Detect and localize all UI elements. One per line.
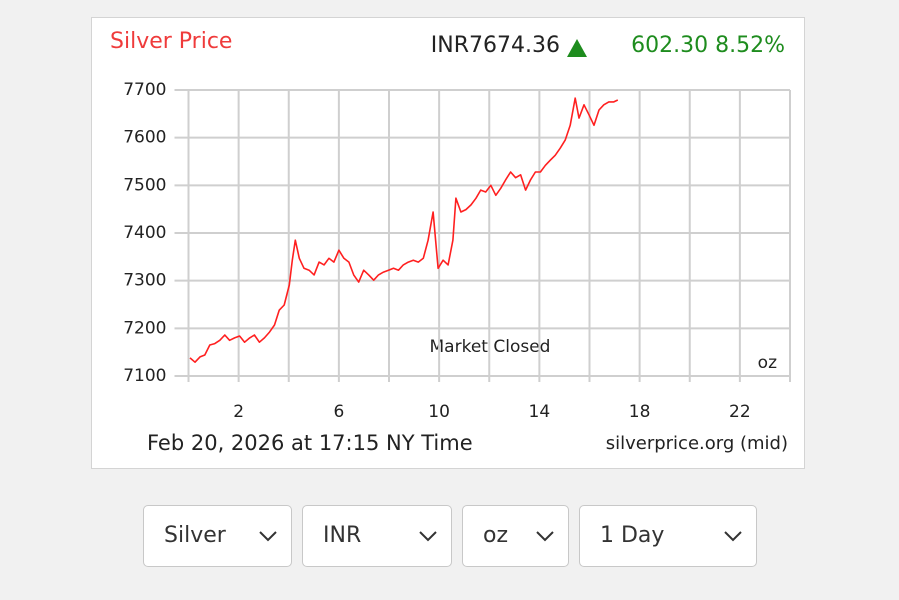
- y-tick-label: 7400: [123, 223, 166, 243]
- currency-select[interactable]: INR: [302, 505, 452, 567]
- source: silverprice.org (mid): [606, 433, 788, 454]
- select-value: 1 Day: [600, 523, 665, 548]
- select-value: INR: [323, 523, 362, 548]
- metal-select[interactable]: Silver: [143, 505, 292, 567]
- price-line: [189, 97, 619, 363]
- x-tick-label: 18: [629, 402, 651, 422]
- period-select[interactable]: 1 Day: [579, 505, 757, 567]
- x-tick-label: 14: [529, 402, 551, 422]
- timestamp: Feb 20, 2026 at 17:15 NY Time: [147, 431, 473, 455]
- up-arrow: [567, 39, 587, 57]
- change-pct: 8.52%: [715, 33, 785, 58]
- y-tick-label: 7100: [123, 366, 166, 386]
- change: 602.30 8.52%: [631, 33, 785, 58]
- unit-select[interactable]: oz: [462, 505, 569, 567]
- x-tick-label: 10: [428, 402, 450, 422]
- price: INR7674.36: [431, 33, 560, 58]
- x-tick-label: 22: [729, 402, 751, 422]
- select-value: Silver: [164, 523, 226, 548]
- unit: oz: [758, 353, 777, 373]
- select-value: oz: [483, 523, 509, 548]
- chart-title: Silver Price: [110, 29, 232, 54]
- chevron: [419, 531, 437, 542]
- chevron: [724, 531, 742, 542]
- y-tick-label: 7300: [123, 271, 166, 291]
- chevron: [536, 531, 554, 542]
- x-tick-label: 6: [333, 402, 344, 422]
- y-tick-label: 7600: [123, 128, 166, 148]
- chevron: [259, 531, 277, 542]
- chart: Silver Price INR7674.36 602.30 8.52% Mar…: [91, 17, 805, 469]
- y-tick-label: 7700: [123, 80, 166, 100]
- y-tick-label: 7200: [123, 318, 166, 338]
- y-tick-label: 7500: [123, 175, 166, 195]
- x-tick-label: 2: [233, 402, 244, 422]
- chart-frame: [91, 17, 805, 469]
- change-value: 602.30: [631, 33, 708, 58]
